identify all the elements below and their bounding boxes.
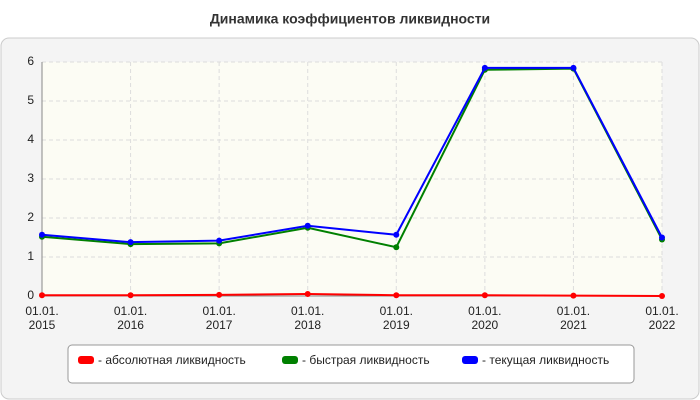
point bbox=[127, 292, 134, 299]
y-tick-label: 1 bbox=[27, 249, 34, 263]
x-tick-label: 01.01. 2021 bbox=[557, 304, 590, 332]
x-tick-label: 01.01. 2016 bbox=[114, 304, 147, 332]
point bbox=[39, 231, 45, 238]
legend-swatch bbox=[462, 356, 478, 364]
point bbox=[659, 234, 665, 241]
point bbox=[481, 292, 488, 299]
point bbox=[570, 292, 577, 299]
y-tick-label: 6 bbox=[27, 54, 34, 68]
point bbox=[481, 64, 488, 71]
series-line bbox=[42, 293, 663, 297]
point bbox=[304, 222, 311, 229]
point bbox=[216, 237, 223, 244]
point bbox=[570, 64, 577, 71]
x-tick-label: 01.01. 2015 bbox=[25, 304, 58, 332]
legend-label: - абсолютная ликвидность bbox=[98, 353, 246, 367]
legend-swatch bbox=[282, 356, 298, 364]
point bbox=[216, 291, 223, 298]
y-tick-label: 2 bbox=[27, 210, 34, 224]
point bbox=[393, 292, 400, 299]
chart-title: Динамика коэффициентов ликвидности bbox=[210, 11, 490, 27]
point bbox=[304, 291, 311, 298]
legend-label: - текущая ликвидность bbox=[482, 353, 609, 367]
legend-label: - быстрая ликвидность bbox=[302, 353, 430, 367]
y-tick-label: 0 bbox=[27, 288, 34, 302]
y-tick-label: 4 bbox=[27, 132, 34, 146]
y-tick-label: 5 bbox=[27, 93, 34, 107]
y-tick-label: 3 bbox=[27, 171, 34, 185]
legend-swatch bbox=[78, 356, 94, 364]
point bbox=[393, 244, 400, 251]
x-tick-label: 01.01. 2019 bbox=[380, 304, 413, 332]
legend-box bbox=[67, 344, 635, 384]
point bbox=[659, 293, 665, 299]
point bbox=[393, 231, 400, 238]
x-tick-label: 01.01. 2017 bbox=[202, 304, 235, 332]
point bbox=[127, 239, 134, 246]
series-line bbox=[41, 66, 663, 244]
x-tick-label: 01.01. 2022 bbox=[645, 304, 678, 332]
point bbox=[39, 292, 45, 299]
x-tick-label: 01.01. 2018 bbox=[291, 304, 324, 332]
x-tick-label: 01.01. 2020 bbox=[468, 304, 501, 332]
